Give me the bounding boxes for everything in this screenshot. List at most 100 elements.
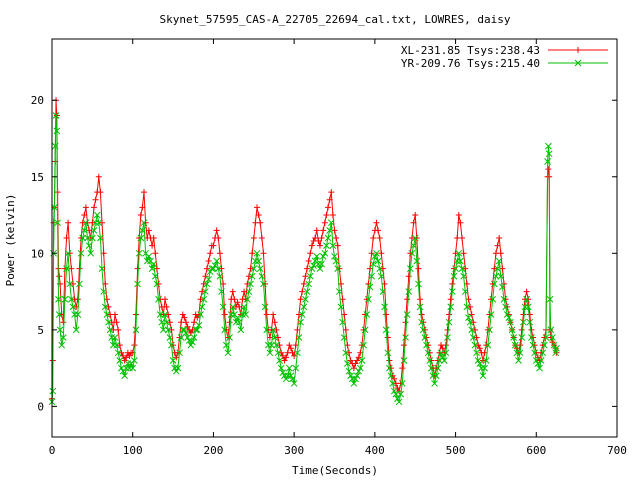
data-point xyxy=(53,127,61,135)
data-point xyxy=(198,303,206,311)
data-point xyxy=(164,326,172,334)
data-point xyxy=(123,354,130,361)
data-point xyxy=(137,234,145,242)
data-point xyxy=(461,288,469,295)
data-point xyxy=(135,249,143,257)
data-point xyxy=(494,242,501,249)
data-point xyxy=(181,314,188,321)
data-point xyxy=(536,364,543,372)
data-point xyxy=(468,311,475,318)
data-point xyxy=(90,226,98,234)
data-point xyxy=(447,303,455,311)
data-point xyxy=(347,357,354,364)
data-point xyxy=(528,334,535,341)
data-point xyxy=(376,265,384,272)
data-point xyxy=(106,326,114,334)
data-point xyxy=(134,265,141,272)
data-point xyxy=(449,280,456,287)
data-point xyxy=(168,341,175,349)
data-point xyxy=(292,364,300,372)
data-point xyxy=(469,334,477,341)
data-point xyxy=(260,280,267,288)
data-point xyxy=(52,112,60,119)
data-point xyxy=(182,329,190,337)
data-point xyxy=(487,311,495,318)
data-point xyxy=(321,249,329,257)
data-point xyxy=(166,319,173,326)
data-point xyxy=(305,257,312,264)
data-point xyxy=(82,204,89,211)
data-point xyxy=(383,311,390,318)
data-point xyxy=(306,272,314,280)
data-point xyxy=(323,212,330,219)
data-point xyxy=(350,380,358,387)
data-point xyxy=(250,265,258,272)
data-point xyxy=(219,303,227,311)
data-point xyxy=(490,280,498,288)
data-point xyxy=(168,326,175,333)
data-point xyxy=(470,319,477,326)
data-point xyxy=(290,380,298,387)
data-point xyxy=(342,349,350,357)
data-point xyxy=(326,196,333,203)
data-point xyxy=(526,311,533,318)
data-point xyxy=(337,303,345,311)
data-point xyxy=(249,250,256,257)
data-point xyxy=(368,272,375,280)
data-point xyxy=(304,265,311,272)
data-point xyxy=(76,280,83,288)
data-point xyxy=(145,253,153,260)
data-point xyxy=(216,250,223,257)
data-point xyxy=(547,326,554,333)
data-point xyxy=(200,295,208,303)
data-point xyxy=(141,189,148,196)
data-point xyxy=(526,318,534,326)
data-point xyxy=(95,219,103,227)
legend-marker xyxy=(575,47,581,53)
data-point xyxy=(240,303,248,311)
data-point xyxy=(174,364,182,372)
data-point xyxy=(455,249,463,257)
data-point xyxy=(379,265,386,272)
data-point xyxy=(218,265,225,272)
data-point xyxy=(245,273,252,280)
data-point xyxy=(537,357,545,364)
data-point xyxy=(458,265,466,272)
data-point xyxy=(352,360,359,367)
data-point xyxy=(460,250,467,257)
data-point xyxy=(69,280,76,287)
plot-frame xyxy=(51,38,618,438)
data-point xyxy=(148,265,156,272)
data-point xyxy=(497,272,505,280)
data-point xyxy=(236,303,243,310)
data-point xyxy=(442,349,450,357)
data-point xyxy=(440,357,448,364)
data-point xyxy=(237,326,245,334)
data-point xyxy=(334,242,341,249)
data-point xyxy=(160,326,167,334)
data-point xyxy=(289,349,296,356)
data-point xyxy=(499,283,506,291)
data-point xyxy=(84,234,91,242)
data-point xyxy=(447,296,454,303)
data-point xyxy=(305,280,313,288)
data-point xyxy=(139,204,146,211)
x-tick-label: 600 xyxy=(526,444,546,457)
series-2 xyxy=(48,112,560,406)
data-point xyxy=(516,349,524,357)
data-point xyxy=(197,311,204,318)
data-point xyxy=(386,357,393,364)
data-point xyxy=(126,352,133,359)
data-point xyxy=(494,265,501,272)
data-point xyxy=(213,257,221,265)
data-point xyxy=(131,342,138,349)
data-point xyxy=(395,398,403,406)
data-point xyxy=(255,212,262,219)
data-point xyxy=(423,341,430,349)
data-point xyxy=(397,390,405,398)
data-point xyxy=(179,311,186,318)
data-point xyxy=(97,189,104,196)
data-point xyxy=(100,288,108,295)
data-point xyxy=(480,357,487,364)
